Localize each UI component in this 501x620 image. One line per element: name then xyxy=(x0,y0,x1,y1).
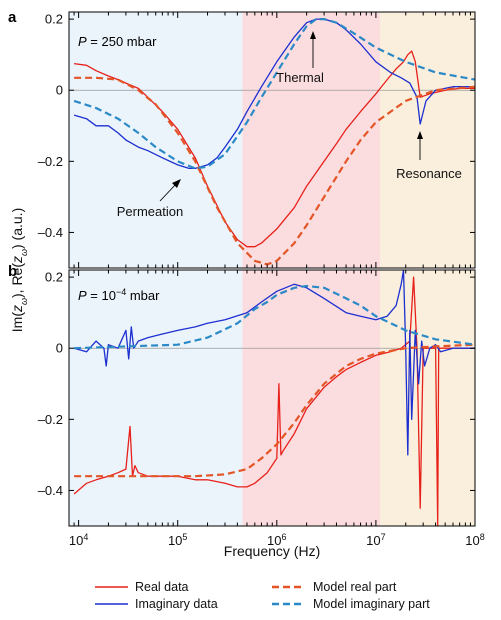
annotation-permeation-arrowhead xyxy=(172,179,181,188)
x-tick-label: 106 xyxy=(267,532,286,548)
series-model-real-part xyxy=(74,343,475,478)
y-tick-label: 0 xyxy=(56,83,63,98)
y-tick-label: 0.2 xyxy=(45,270,63,285)
x-axis: 104 105 106 107 108 xyxy=(68,270,485,548)
panel-a: 0.2 0 –0.2 –0.4 a P = 250 mbar Thermal Perm… xyxy=(8,9,476,269)
x-tick-label: 107 xyxy=(366,532,385,548)
y-tick-label: 0.2 xyxy=(45,12,63,27)
series-imaginary-data xyxy=(73,18,475,170)
legend-label: Model imaginary part xyxy=(313,597,430,611)
annotation-thermal-arrowhead xyxy=(310,31,316,39)
series-model-imaginary-part xyxy=(73,18,475,170)
y-tick-label: –0.2 xyxy=(38,412,63,427)
y-tick-label: –0.4 xyxy=(38,225,63,240)
annotations: Thermal Permeation Resonance xyxy=(117,31,462,219)
y-axis: 0.2 0 –0.2 –0.4 xyxy=(38,270,475,498)
legend-label: Real data xyxy=(135,580,189,594)
series-imaginary-data xyxy=(73,270,475,456)
band-0 xyxy=(69,270,243,526)
panel-label: a xyxy=(8,9,17,26)
series-real-data xyxy=(74,50,475,248)
annotation-permeation: Permeation xyxy=(117,204,183,219)
annotation-resonance: Resonance xyxy=(396,166,462,181)
y-tick-label: –0.2 xyxy=(38,154,63,169)
series-model-real-part xyxy=(74,76,475,266)
y-tick-label: –0.4 xyxy=(38,483,63,498)
x-axis-minor xyxy=(68,12,476,268)
series-real-data xyxy=(73,276,475,526)
band-0 xyxy=(69,12,243,268)
panel-b: 0.2 0 –0.2 –0.4 104 105 106 107 108 b P = 10−4 … xyxy=(8,263,485,548)
series-group xyxy=(73,270,475,526)
band-2 xyxy=(380,270,475,526)
x-tick-label: 108 xyxy=(465,532,484,548)
x-tick-label: 104 xyxy=(69,532,88,548)
annotation-permeation-arrow xyxy=(159,182,178,202)
legend-item-imaginary-data: Imaginary data xyxy=(95,597,218,611)
legend: Real data Imaginary data Model real part… xyxy=(95,580,430,611)
y-tick-label: 0 xyxy=(56,341,63,356)
y-axis: 0.2 0 –0.2 –0.4 xyxy=(38,12,475,240)
legend-item-real-data: Real data xyxy=(95,580,189,594)
legend-item-model-real-part: Model real part xyxy=(272,580,397,594)
panel-label: b xyxy=(8,263,17,280)
pressure-label: P = 250 mbar xyxy=(78,34,157,49)
y-axis-label: Im(zω), Re(zω) (a.u.) xyxy=(9,208,29,332)
series-model-imaginary-part xyxy=(74,284,475,350)
band-1 xyxy=(242,12,381,268)
background-bands xyxy=(69,12,475,268)
legend-label: Imaginary data xyxy=(135,597,218,611)
annotation-resonance-arrowhead xyxy=(417,131,423,139)
background-bands xyxy=(69,270,475,526)
series-group xyxy=(73,18,475,266)
pressure-label: P = 10−4 mbar xyxy=(78,287,160,303)
annotation-thermal: Thermal xyxy=(276,70,324,85)
legend-label: Model real part xyxy=(313,580,397,594)
x-axis-label: Frequency (Hz) xyxy=(224,543,320,559)
legend-item-model-imaginary-part: Model imaginary part xyxy=(272,597,430,611)
x-tick-label: 105 xyxy=(168,532,187,548)
band-2 xyxy=(380,12,475,268)
